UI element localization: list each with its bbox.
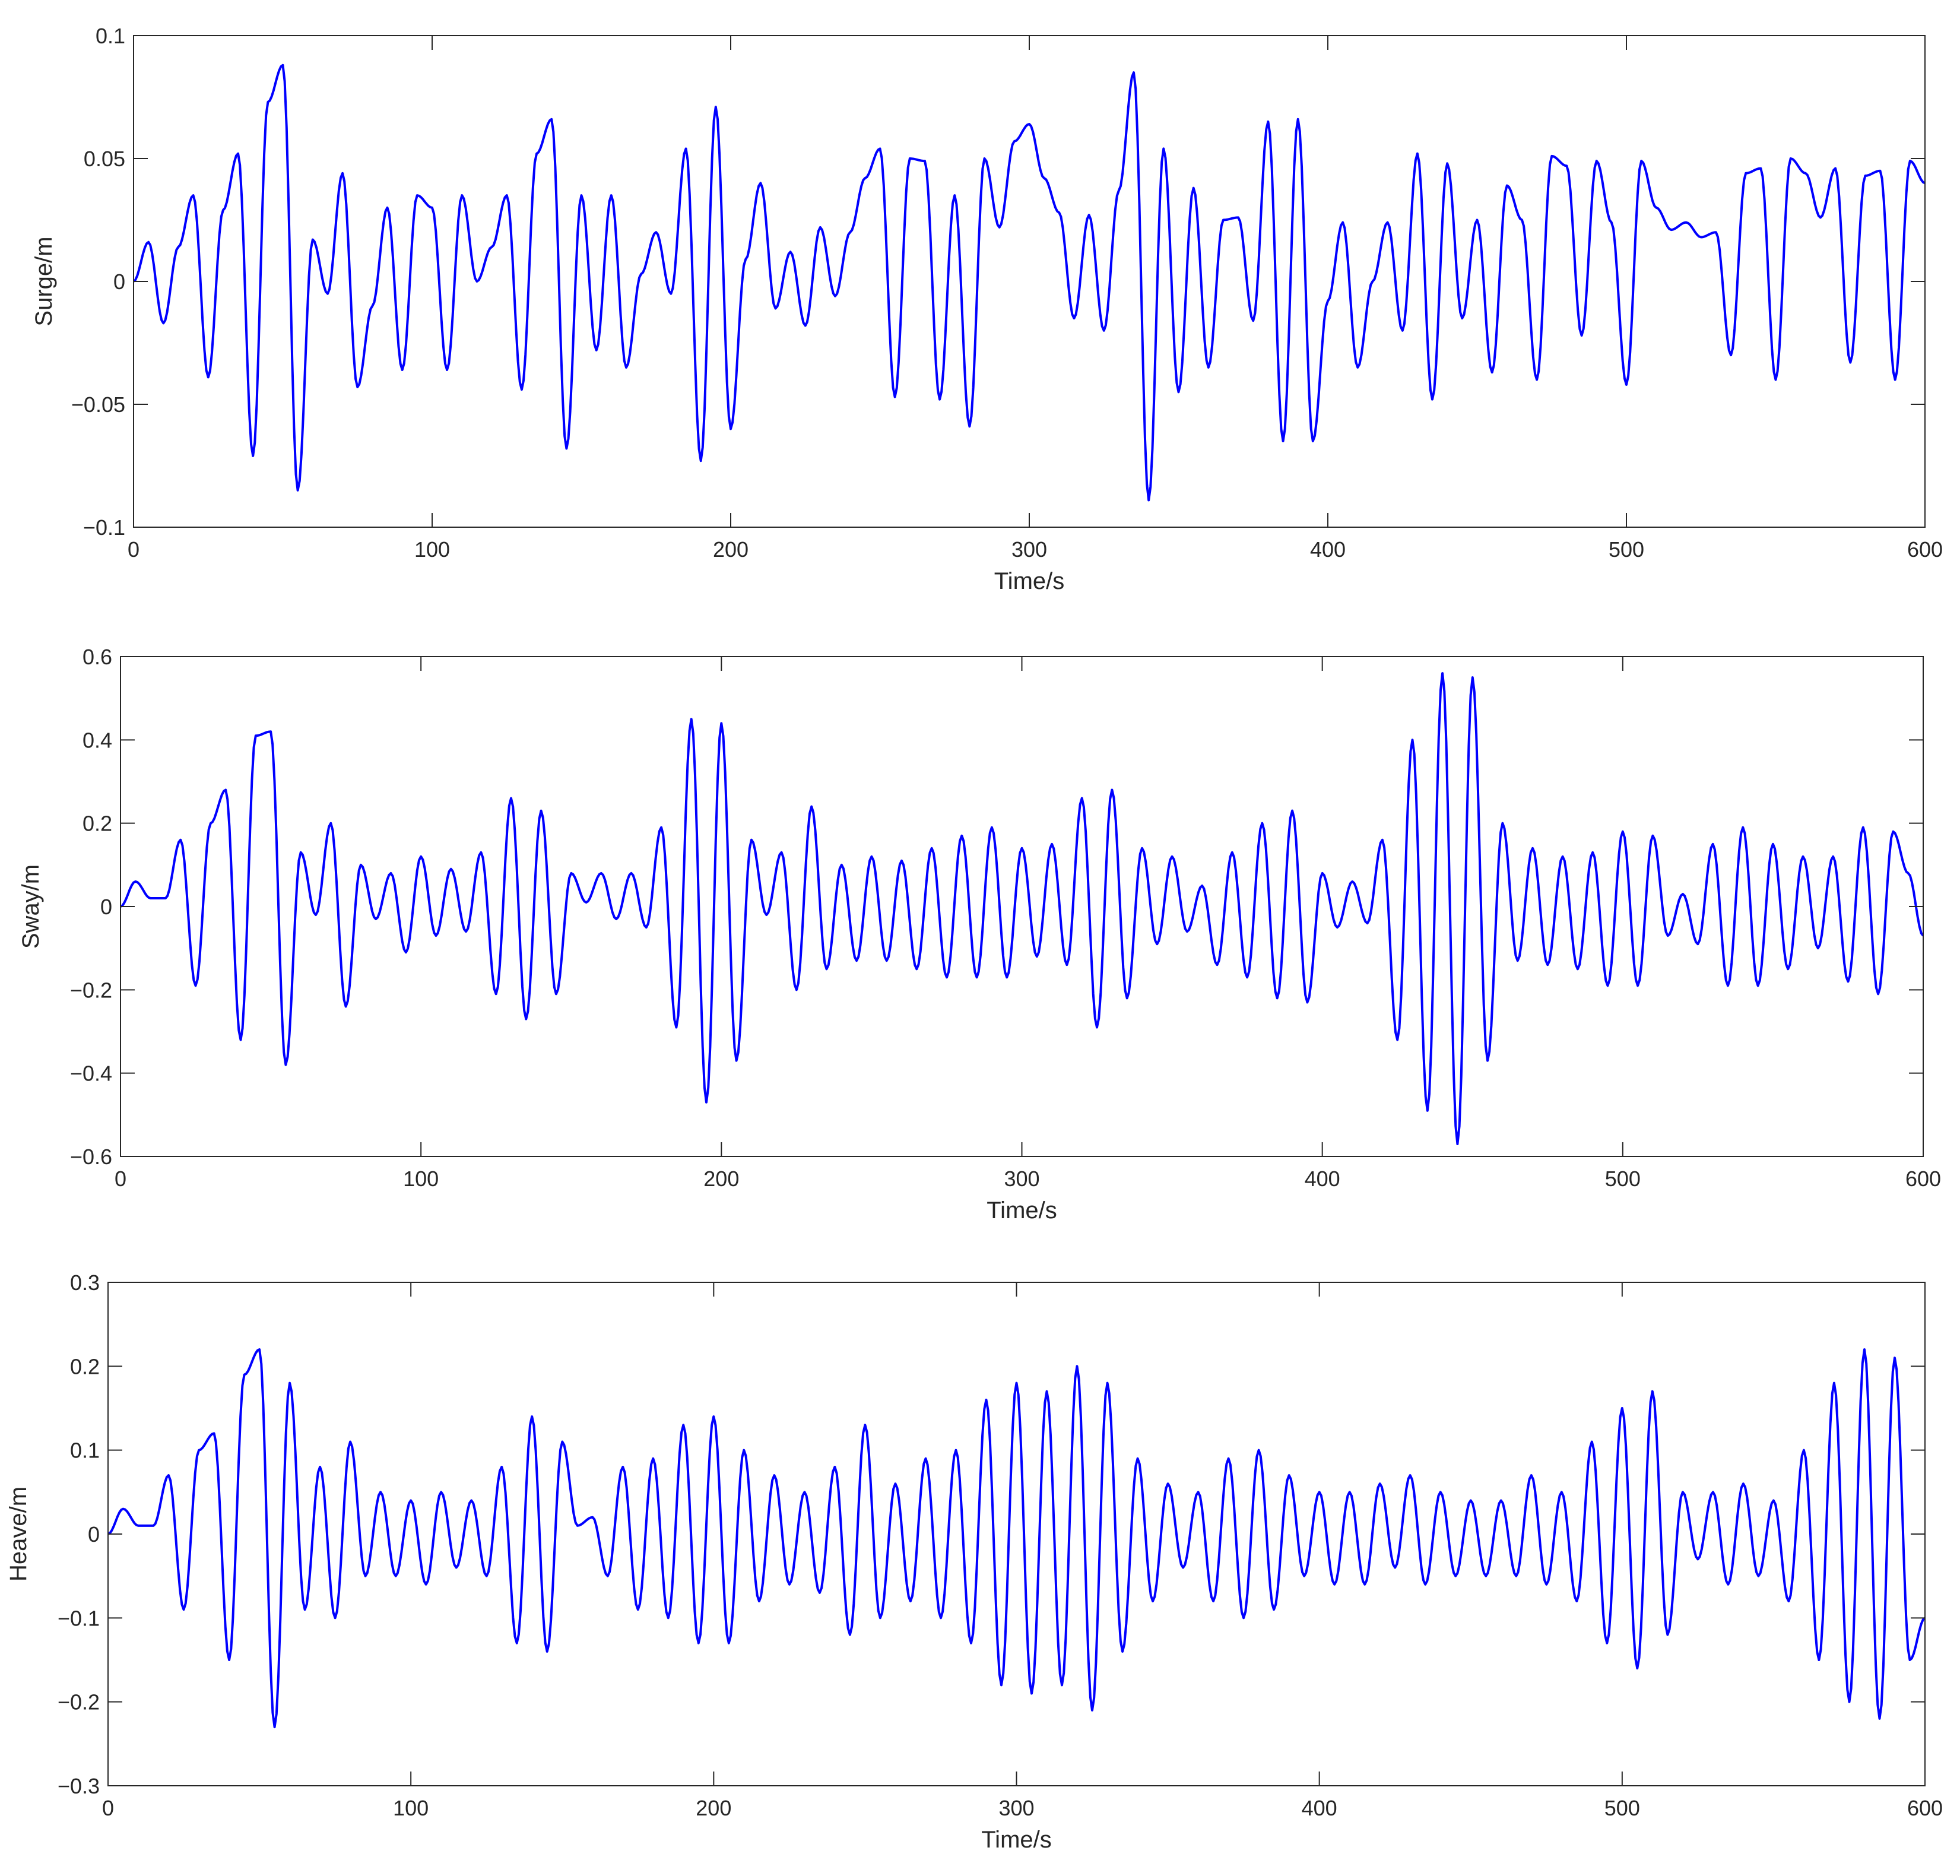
surge-panel: 0 100 200 300 400 500 600 −0.1 −0.05 0 0.05 0.1 Time… <box>31 24 1943 594</box>
surge-x-tick-label: 300 <box>1011 537 1047 562</box>
heave-y-tick-label: 0.2 <box>70 1354 100 1379</box>
heave-series-line <box>108 1348 1925 1729</box>
heave-y-axis-label: Heave/m <box>5 1487 31 1582</box>
heave-x-tick-label: 200 <box>696 1796 731 1820</box>
sway-plot-area <box>120 657 1923 1156</box>
heave-y-tick-label: −0.3 <box>58 1774 100 1798</box>
heave-x-axis-label: Time/s <box>981 1827 1052 1853</box>
sway-x-tick-label: 200 <box>703 1167 739 1191</box>
sway-y-tick-label: −0.4 <box>70 1061 112 1086</box>
sway-x-tick-label: 100 <box>403 1167 439 1191</box>
surge-y-axis-label: Surge/m <box>31 236 57 326</box>
sway-x-tick-label: 400 <box>1305 1167 1340 1191</box>
surge-plot-area <box>134 36 1925 527</box>
heave-x-tick-label: 500 <box>1604 1796 1640 1820</box>
heave-x-tick-label: 400 <box>1302 1796 1337 1820</box>
surge-y-tick-label: −0.05 <box>71 392 125 417</box>
heave-panel: 0 100 200 300 400 500 600 −0.3 −0.2 −0.1 0 0.1 0.2 0.… <box>5 1270 1943 1853</box>
heave-y-tick-label: 0 <box>88 1522 100 1547</box>
sway-x-tick-label: 300 <box>1004 1167 1039 1191</box>
surge-x-tick-label: 500 <box>1609 537 1644 562</box>
sway-x-tick-label: 600 <box>1905 1167 1941 1191</box>
heave-x-tick-label: 0 <box>102 1796 114 1820</box>
surge-y-tick-label: 0.1 <box>96 24 125 48</box>
heave-y-tick-label: −0.2 <box>58 1690 100 1715</box>
sway-panel: 0 100 200 300 400 500 600 −0.6 −0.4 −0.2 0 0.2 0.4 0.… <box>18 645 1941 1224</box>
heave-x-tick-label: 300 <box>998 1796 1034 1820</box>
heave-y-tick-label: 0.3 <box>70 1270 100 1295</box>
surge-x-tick-label: 200 <box>713 537 749 562</box>
sway-y-axis-label: Sway/m <box>18 864 44 949</box>
heave-y-tick-label: −0.1 <box>58 1606 100 1630</box>
heave-y-tick-label: 0.1 <box>70 1438 100 1463</box>
surge-x-tick-label: 400 <box>1310 537 1346 562</box>
heave-plot-area <box>108 1282 1925 1786</box>
sway-y-tick-label: 0.2 <box>83 812 112 836</box>
heave-x-tick-label: 100 <box>393 1796 429 1820</box>
surge-x-tick-label: 600 <box>1907 537 1943 562</box>
sway-y-tick-label: 0.4 <box>83 728 112 752</box>
sway-y-tick-label: −0.2 <box>70 978 112 1002</box>
sway-y-tick-label: 0.6 <box>83 645 112 669</box>
sway-x-tick-label: 500 <box>1605 1167 1641 1191</box>
sway-x-tick-label: 0 <box>115 1167 126 1191</box>
sway-y-tick-label: 0 <box>100 895 112 919</box>
surge-y-tick-label: 0.05 <box>84 147 125 171</box>
surge-y-tick-label: 0 <box>113 270 125 294</box>
sway-series-line <box>120 672 1923 1145</box>
surge-x-tick-label: 100 <box>414 537 450 562</box>
surge-x-axis-label: Time/s <box>994 568 1065 594</box>
surge-series-line <box>134 64 1925 502</box>
surge-x-tick-label: 0 <box>128 537 139 562</box>
surge-y-tick-label: −0.1 <box>83 515 125 540</box>
sway-y-tick-label: −0.6 <box>70 1145 112 1169</box>
sway-x-axis-label: Time/s <box>987 1197 1057 1224</box>
heave-x-tick-label: 600 <box>1907 1796 1943 1820</box>
